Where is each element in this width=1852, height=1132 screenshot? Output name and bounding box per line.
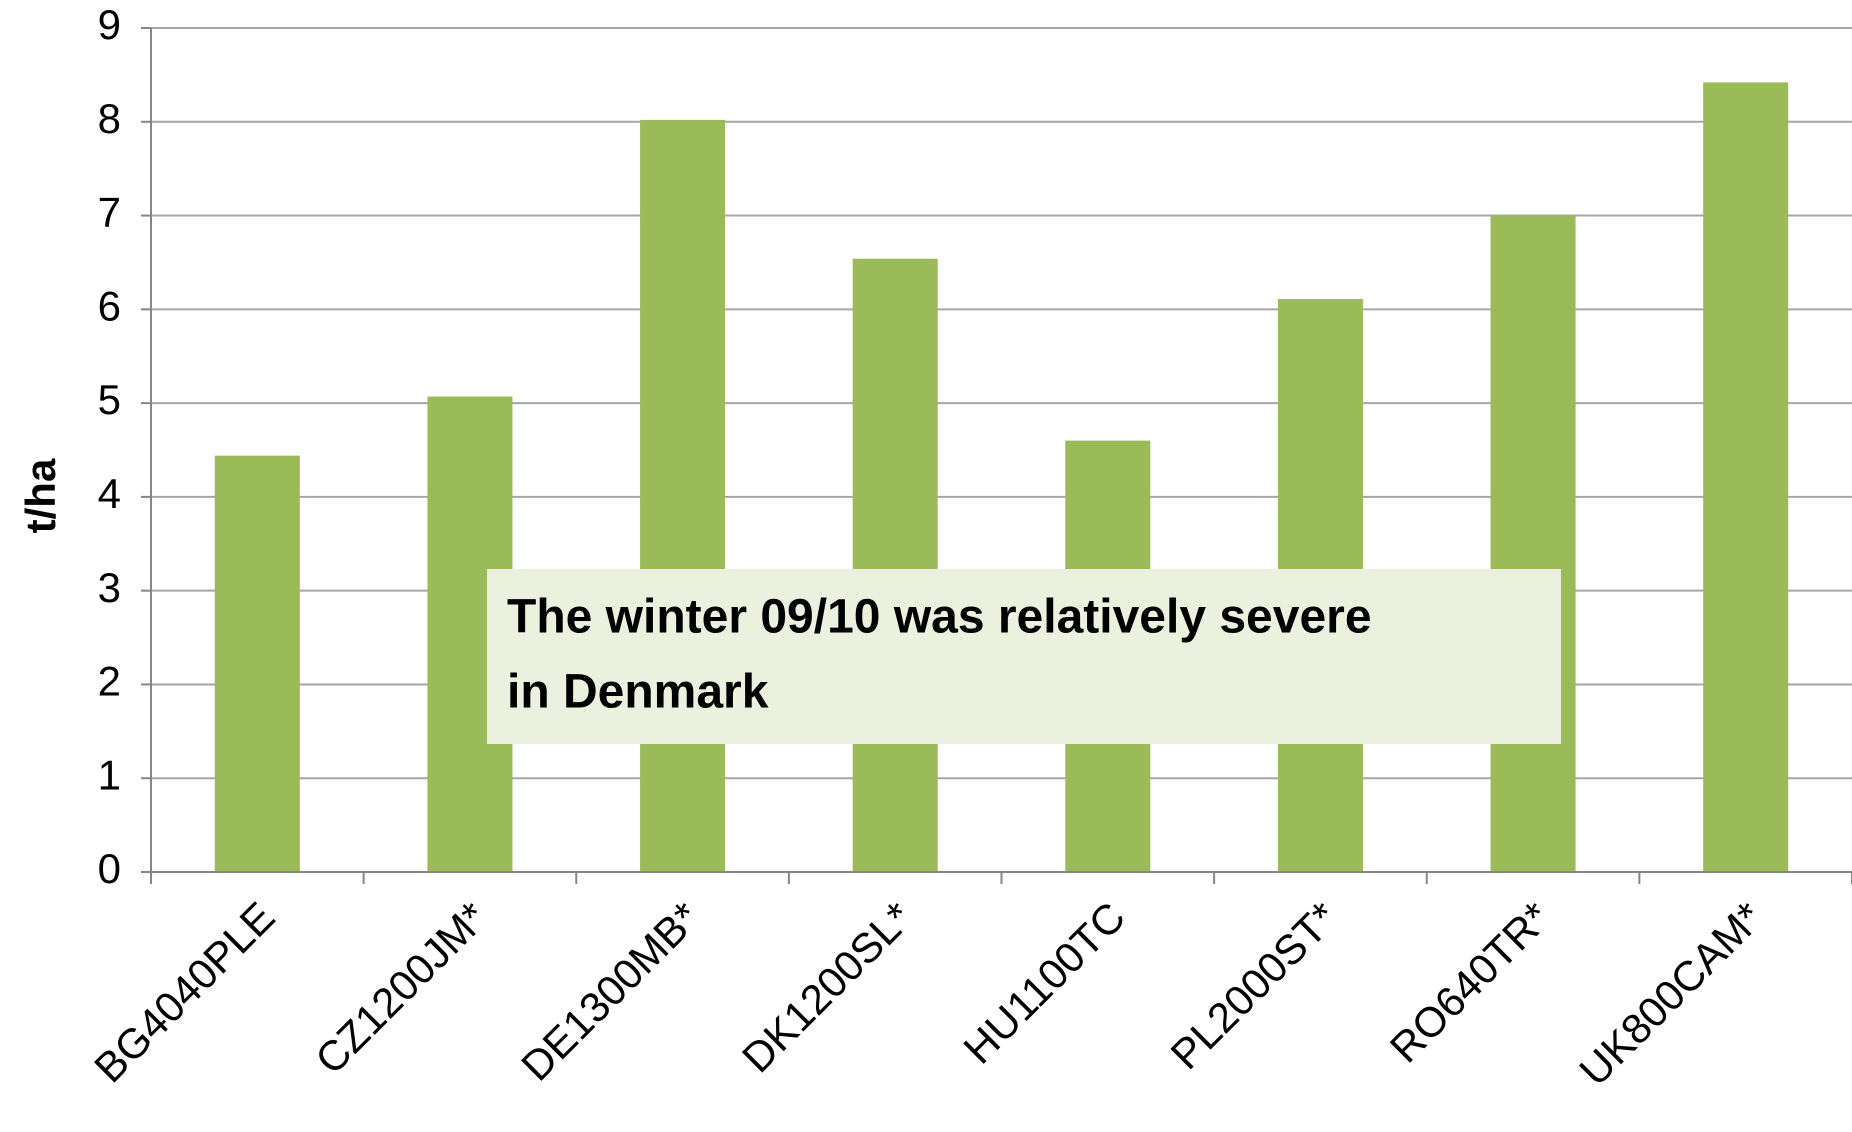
- bar: [1703, 82, 1789, 872]
- y-tick-label: 0: [98, 845, 121, 892]
- y-tick-label: 1: [98, 751, 121, 798]
- bar: [1490, 215, 1576, 873]
- y-tick-label: 6: [98, 282, 121, 329]
- y-tick-label: 8: [98, 95, 121, 142]
- y-tick-label: 3: [98, 564, 121, 611]
- annotation: in Denmark: [507, 666, 769, 719]
- y-tick-label: 5: [98, 376, 121, 423]
- y-tick-label: 4: [98, 470, 121, 517]
- annotation: The winter 09/10 was relatively severe: [507, 591, 1372, 644]
- x-tick-label: RO640TR*: [1381, 893, 1559, 1071]
- x-tick-label: HU1100TC: [954, 893, 1134, 1073]
- bar: [852, 258, 938, 872]
- x-tick-label: DK1200SL*: [733, 893, 921, 1081]
- y-axis-label: t/ha: [17, 458, 64, 533]
- x-tick-label: PL2000ST*: [1162, 893, 1347, 1078]
- x-tick-label: CZ1200JM*: [306, 893, 496, 1083]
- x-tick-label: BG4040PLE: [85, 893, 283, 1091]
- x-tick-label: DE1300MB*: [512, 893, 709, 1090]
- y-tick-label: 2: [98, 658, 121, 705]
- bar: [640, 119, 726, 872]
- bar: [214, 455, 300, 872]
- y-tick-label: 9: [98, 1, 121, 48]
- annotation-box: [487, 569, 1561, 744]
- x-tick-label: UK800CAM*: [1570, 893, 1772, 1095]
- y-tick-label: 7: [98, 189, 121, 236]
